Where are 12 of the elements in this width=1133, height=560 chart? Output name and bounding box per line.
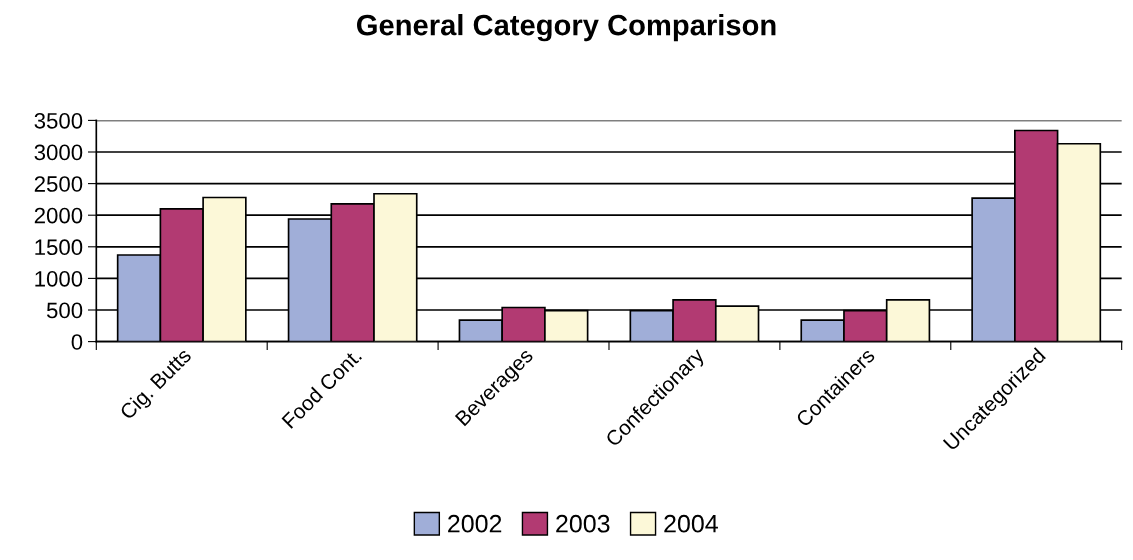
y-tick-label: 2000	[34, 207, 83, 224]
y-tick-label: 0	[71, 334, 83, 350]
chart-title: General Category Comparison	[357, 14, 776, 42]
y-tick-label: 3500	[34, 112, 83, 129]
y-tick-label: 3000	[34, 144, 83, 161]
legend-label: 2004	[664, 514, 718, 533]
y-tick-label: 500	[46, 302, 83, 319]
y-tick-label: 1000	[35, 270, 83, 287]
y-tick-label: 2500	[34, 176, 83, 192]
legend-label: 2003	[556, 514, 610, 533]
y-tick-label: 1500	[35, 239, 83, 256]
legend-label: 2002	[448, 514, 502, 533]
